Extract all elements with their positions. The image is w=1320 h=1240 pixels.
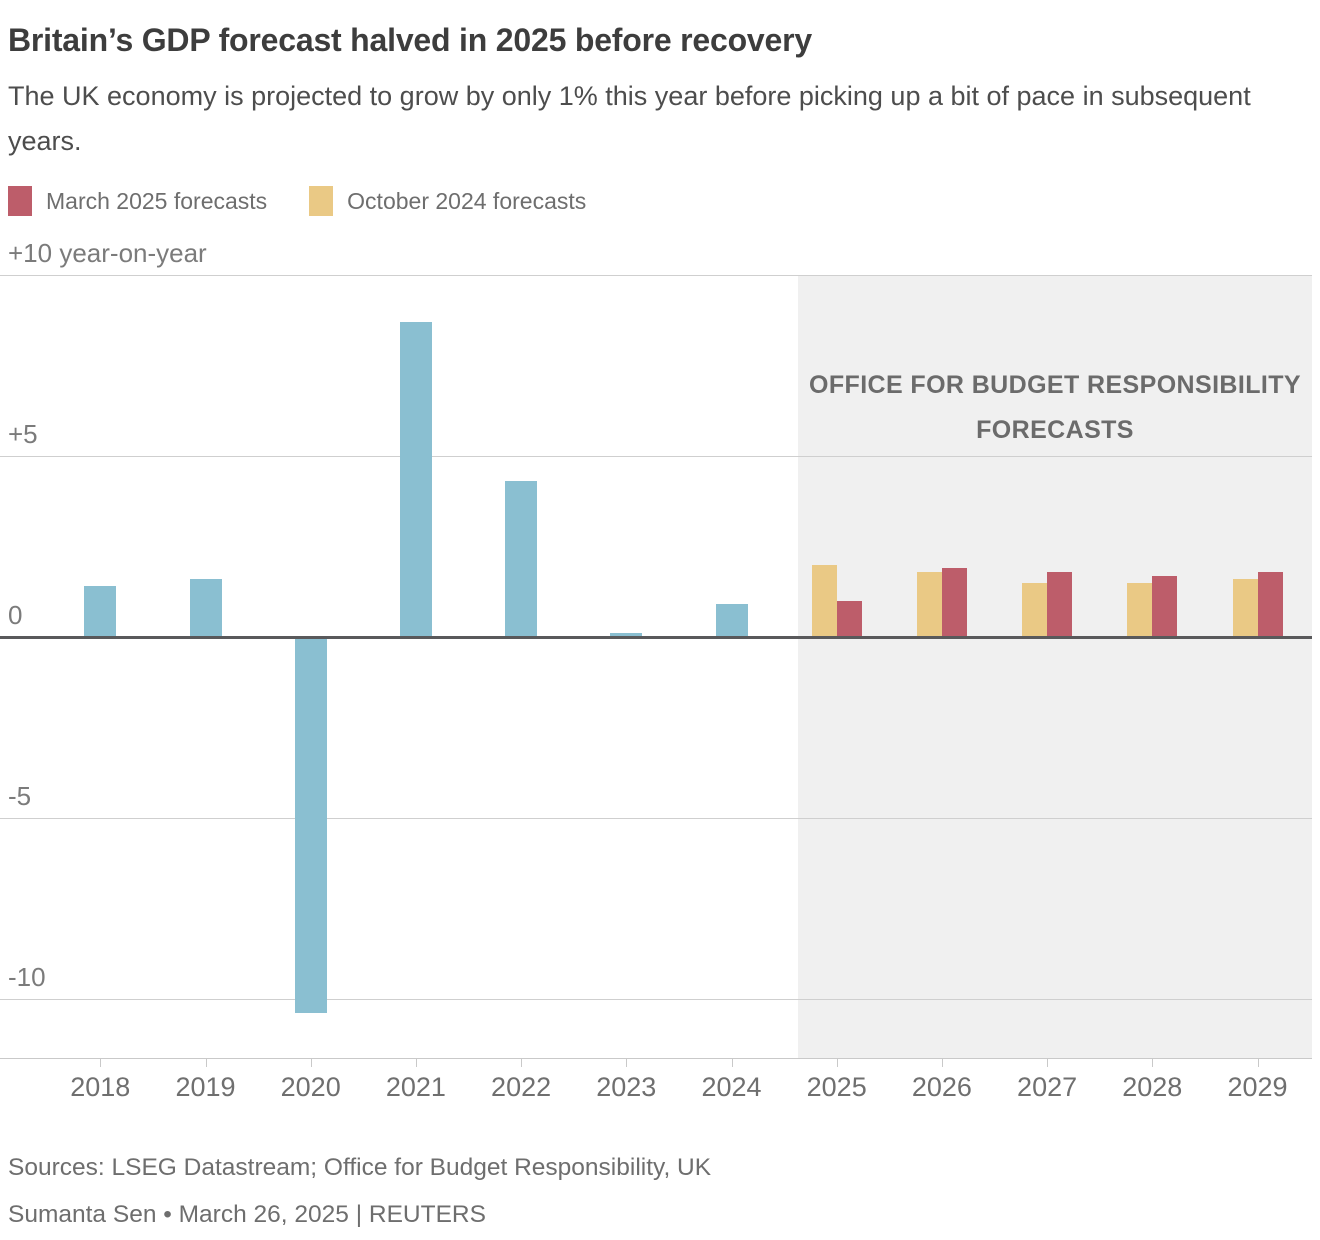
- bar-2018-gdp-growth-year-on-year-actual: [84, 586, 117, 637]
- bar-2021-gdp-growth-year-on-year-actual: [399, 322, 432, 637]
- x-tick-2023: [626, 1058, 628, 1067]
- obr-forecast-region: OFFICE FOR BUDGET RESPONSIBILITY FORECAS…: [798, 275, 1312, 1058]
- footer: Sources: LSEG Datastream; Office for Bud…: [8, 1144, 711, 1238]
- x-axis-label-2024: 2024: [701, 1072, 762, 1102]
- obr-label-line-2: FORECASTS: [976, 416, 1134, 444]
- x-axis-label-2023: 2023: [596, 1072, 657, 1102]
- y-axis-label-0: 0: [8, 600, 23, 630]
- bar-2022-gdp-growth-year-on-year-actual: [505, 481, 538, 637]
- legend: March 2025 forecasts October 2024 foreca…: [8, 186, 586, 216]
- bar-2028-march-2025-forecasts: [1152, 575, 1178, 637]
- y-axis-label--10: -10: [8, 961, 46, 992]
- legend-label-october-2024: October 2024 forecasts: [347, 187, 587, 214]
- x-axis-label-2020: 2020: [280, 1072, 341, 1102]
- bar-2028-october-2024-forecasts: [1127, 582, 1153, 637]
- obr-forecast-region-label: OFFICE FOR BUDGET RESPONSIBILITY FORECAS…: [798, 363, 1312, 453]
- x-axis-label-2029: 2029: [1227, 1072, 1288, 1102]
- bar-2026-october-2024-forecasts: [916, 571, 942, 637]
- x-tick-2029: [1257, 1058, 1259, 1067]
- x-axis-label-2021: 2021: [385, 1072, 446, 1102]
- x-axis-label-2027: 2027: [1017, 1072, 1078, 1102]
- x-tick-2026: [941, 1058, 943, 1067]
- gridline-5: [0, 456, 1312, 458]
- legend-swatch-march-2025: [8, 186, 32, 216]
- bar-2020-gdp-growth-year-on-year-actual: [294, 637, 327, 1014]
- bar-2019-gdp-growth-year-on-year-actual: [189, 579, 222, 637]
- x-axis-label-2018: 2018: [70, 1072, 131, 1102]
- legend-label-march-2025: March 2025 forecasts: [46, 187, 268, 214]
- footer-byline: Sumanta Sen • March 26, 2025 | REUTERS: [8, 1201, 486, 1228]
- y-axis-label-10: +10 year-on-year: [8, 238, 207, 269]
- x-tick-2024: [731, 1058, 733, 1067]
- x-tick-2022: [521, 1058, 523, 1067]
- x-axis-label-2026: 2026: [911, 1072, 972, 1102]
- x-tick-2019: [205, 1058, 207, 1067]
- bar-2029-march-2025-forecasts: [1257, 571, 1283, 637]
- bar-2025-october-2024-forecasts: [811, 564, 837, 637]
- bar-2026-march-2025-forecasts: [941, 568, 967, 637]
- x-axis-label-2025: 2025: [806, 1072, 867, 1102]
- x-tick-2018: [100, 1058, 102, 1067]
- y-axis-label--5: -5: [8, 780, 32, 811]
- x-tick-2025: [836, 1058, 838, 1067]
- bar-2027-october-2024-forecasts: [1022, 582, 1048, 637]
- footer-sources: Sources: LSEG Datastream; Office for Bud…: [8, 1154, 712, 1181]
- gridline-10: [0, 275, 1312, 277]
- gridline--10: [0, 998, 1312, 1000]
- gridline--5: [0, 817, 1312, 819]
- y-axis-label-5: +5: [8, 419, 38, 450]
- gridline-0: [0, 635, 1312, 639]
- obr-label-line-1: OFFICE FOR BUDGET RESPONSIBILITY: [809, 371, 1301, 399]
- x-axis-line: [0, 1058, 1312, 1059]
- chart-title: Britain’s GDP forecast halved in 2025 be…: [8, 22, 812, 58]
- x-tick-2021: [415, 1058, 417, 1067]
- legend-item-march-2025-forecasts: March 2025 forecasts: [8, 186, 267, 216]
- x-tick-2028: [1152, 1058, 1154, 1067]
- bar-2025-march-2025-forecasts: [836, 600, 862, 637]
- bar-2027-march-2025-forecasts: [1047, 571, 1073, 637]
- legend-swatch-october-2024: [309, 186, 334, 216]
- bar-2023-gdp-growth-year-on-year-actual: [610, 633, 643, 637]
- chart-subtitle: The UK economy is projected to grow by o…: [8, 81, 1251, 156]
- x-axis-label-2028: 2028: [1122, 1072, 1183, 1102]
- x-tick-2020: [310, 1058, 312, 1067]
- x-tick-2027: [1047, 1058, 1049, 1067]
- bar-2029-october-2024-forecasts: [1232, 579, 1258, 637]
- legend-item-october-2024-forecasts: October 2024 forecasts: [309, 186, 586, 216]
- x-axis-label-2022: 2022: [491, 1072, 552, 1102]
- bar-2024-gdp-growth-year-on-year-actual: [715, 604, 748, 637]
- x-axis-label-2019: 2019: [175, 1072, 236, 1102]
